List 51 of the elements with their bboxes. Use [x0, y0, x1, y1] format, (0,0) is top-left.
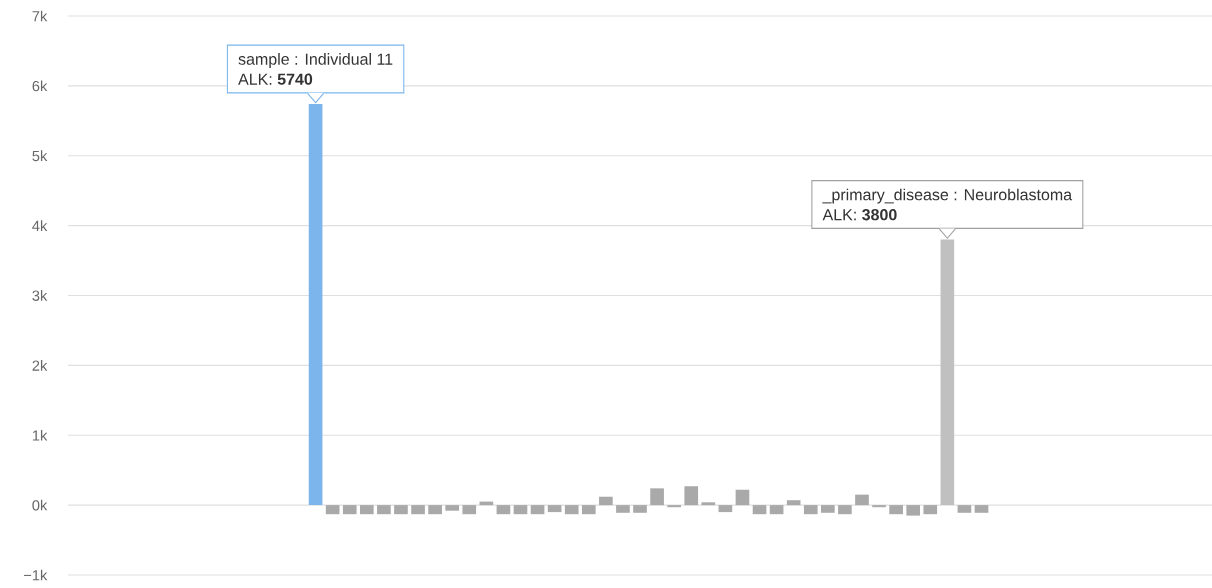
bar — [581, 505, 596, 515]
bar — [803, 505, 818, 515]
bar — [872, 505, 886, 508]
bar — [906, 505, 921, 516]
bar — [599, 496, 613, 506]
bar — [428, 505, 442, 515]
bar — [342, 505, 357, 515]
bar — [923, 505, 938, 515]
y-tick-label: 6k — [32, 80, 48, 92]
bar — [838, 505, 852, 515]
bar — [445, 505, 460, 511]
bar — [650, 488, 664, 506]
bar — [752, 505, 767, 515]
bar — [769, 505, 784, 515]
bar — [325, 505, 340, 515]
bar — [957, 505, 972, 513]
y-tick-label: 4k — [32, 220, 48, 231]
bar — [684, 486, 699, 506]
bar — [633, 505, 647, 513]
bar — [462, 505, 477, 515]
bar — [411, 505, 425, 515]
bar — [394, 505, 408, 515]
bar — [377, 505, 391, 515]
bar — [855, 494, 869, 506]
y-tick-label: 0k — [32, 499, 48, 511]
bar — [701, 502, 716, 506]
bar — [974, 505, 989, 513]
y-tick-label: −1k — [23, 569, 48, 581]
bar — [616, 505, 630, 513]
bar — [496, 505, 511, 515]
y-tick-label: 5k — [32, 150, 48, 162]
bar — [718, 505, 733, 513]
bar — [667, 505, 681, 508]
y-tick-label: 7k — [32, 10, 48, 22]
bar — [359, 505, 374, 515]
y-tick-label: 2k — [32, 360, 48, 371]
bar — [530, 505, 545, 515]
annotation: ALK: 5740 — [238, 73, 313, 85]
bar — [786, 500, 801, 506]
bar — [889, 505, 903, 515]
bar — [821, 505, 835, 513]
y-tick-label: 1k — [32, 429, 48, 441]
annotation: _primary_disease : Neuroblastoma — [822, 188, 1073, 204]
bar — [513, 505, 528, 515]
bar — [547, 505, 562, 513]
bar — [940, 239, 955, 506]
bar — [735, 489, 750, 506]
y-tick-label: 3k — [32, 290, 48, 301]
annotation: sample : Individual 11 — [238, 53, 393, 69]
annotation: ALK: 3800 — [822, 209, 897, 221]
bar — [564, 505, 579, 515]
